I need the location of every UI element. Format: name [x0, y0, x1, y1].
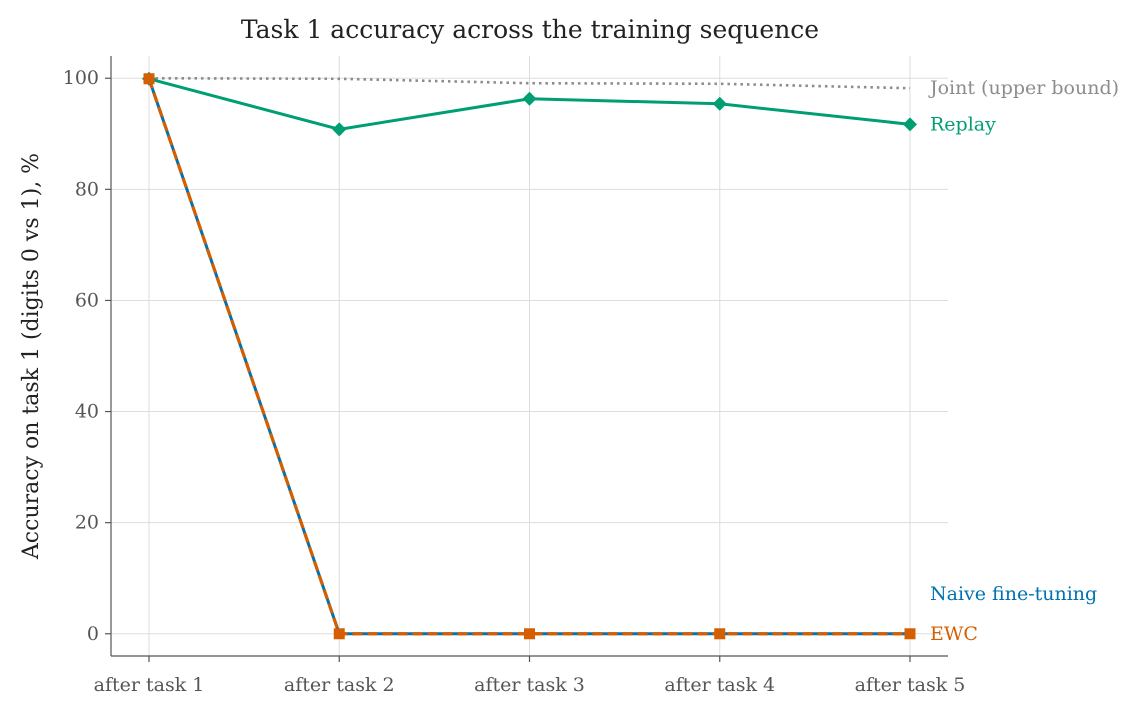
chart-title: Task 1 accuracy across the training sequ… [241, 15, 819, 44]
y-tick-label: 0 [87, 623, 99, 645]
y-tick-label: 80 [75, 178, 99, 200]
series-labels: Joint (upper bound) Replay Naive fine-tuni… [928, 77, 1119, 645]
series-line-ewc [147, 78, 910, 636]
marker-ewc [143, 73, 155, 85]
x-tick-label: after task 1 [94, 674, 205, 696]
marker-replay [903, 117, 917, 132]
gridlines [111, 56, 948, 656]
y-axis-label: Accuracy on task 1 (digits 0 vs 1), % [19, 153, 44, 560]
marker-ewc [904, 628, 916, 640]
x-tick-label: after task 3 [474, 674, 585, 696]
series-label-replay: Replay [930, 113, 996, 135]
marker-ewc [714, 628, 726, 640]
x-tick-label: after task 4 [664, 674, 775, 696]
y-tick-label: 100 [63, 67, 99, 89]
y-tick-label: 20 [75, 512, 99, 534]
series-label-naive-fine-tuning: Naive fine-tuning [930, 583, 1097, 605]
y-tick-label: 40 [75, 401, 99, 423]
marker-replay [522, 91, 537, 106]
series-label-ewc: EWC [930, 623, 978, 645]
series-label-joint-upper-bound: Joint (upper bound) [928, 77, 1119, 99]
y-tick-label: 60 [75, 289, 99, 311]
series-markers [142, 71, 917, 640]
axes: 0 20 40 60 80 100 after task 1 after task 2 afte… [63, 56, 966, 696]
marker-ewc [524, 628, 535, 640]
x-tick-label: after task 5 [855, 674, 966, 696]
marker-replay [332, 122, 347, 137]
marker-replay [712, 96, 727, 111]
x-tick-label: after task 2 [284, 674, 395, 696]
marker-ewc [333, 628, 345, 640]
